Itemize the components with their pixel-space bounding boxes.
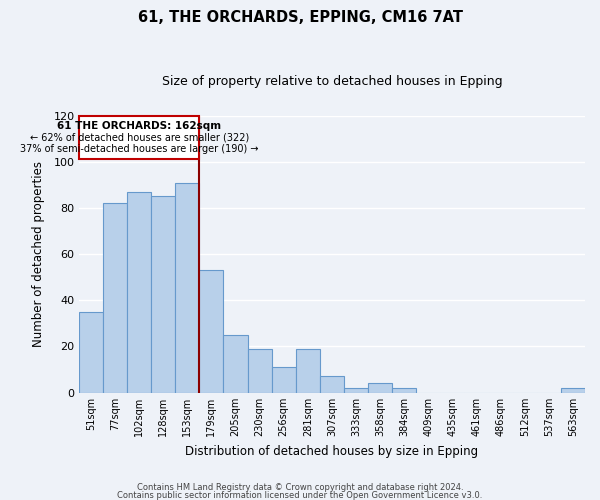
Bar xyxy=(272,367,296,392)
Text: Contains HM Land Registry data © Crown copyright and database right 2024.: Contains HM Land Registry data © Crown c… xyxy=(137,484,463,492)
Text: 61 THE ORCHARDS: 162sqm: 61 THE ORCHARDS: 162sqm xyxy=(57,122,221,132)
Bar xyxy=(151,196,175,392)
Text: Contains public sector information licensed under the Open Government Licence v3: Contains public sector information licen… xyxy=(118,490,482,500)
Bar xyxy=(199,270,223,392)
Bar xyxy=(561,388,585,392)
Bar xyxy=(79,312,103,392)
Bar xyxy=(127,192,151,392)
Bar xyxy=(103,204,127,392)
Bar xyxy=(368,384,392,392)
Bar xyxy=(392,388,416,392)
Text: 37% of semi-detached houses are larger (190) →: 37% of semi-detached houses are larger (… xyxy=(20,144,259,154)
Bar xyxy=(248,349,272,393)
Bar xyxy=(175,182,199,392)
Bar xyxy=(223,335,248,392)
Bar xyxy=(344,388,368,392)
Text: ← 62% of detached houses are smaller (322): ← 62% of detached houses are smaller (32… xyxy=(29,133,249,143)
Bar xyxy=(296,349,320,393)
Title: Size of property relative to detached houses in Epping: Size of property relative to detached ho… xyxy=(161,75,502,88)
Text: 61, THE ORCHARDS, EPPING, CM16 7AT: 61, THE ORCHARDS, EPPING, CM16 7AT xyxy=(137,10,463,25)
Y-axis label: Number of detached properties: Number of detached properties xyxy=(32,161,45,347)
X-axis label: Distribution of detached houses by size in Epping: Distribution of detached houses by size … xyxy=(185,444,479,458)
Bar xyxy=(79,116,199,160)
Bar xyxy=(320,376,344,392)
